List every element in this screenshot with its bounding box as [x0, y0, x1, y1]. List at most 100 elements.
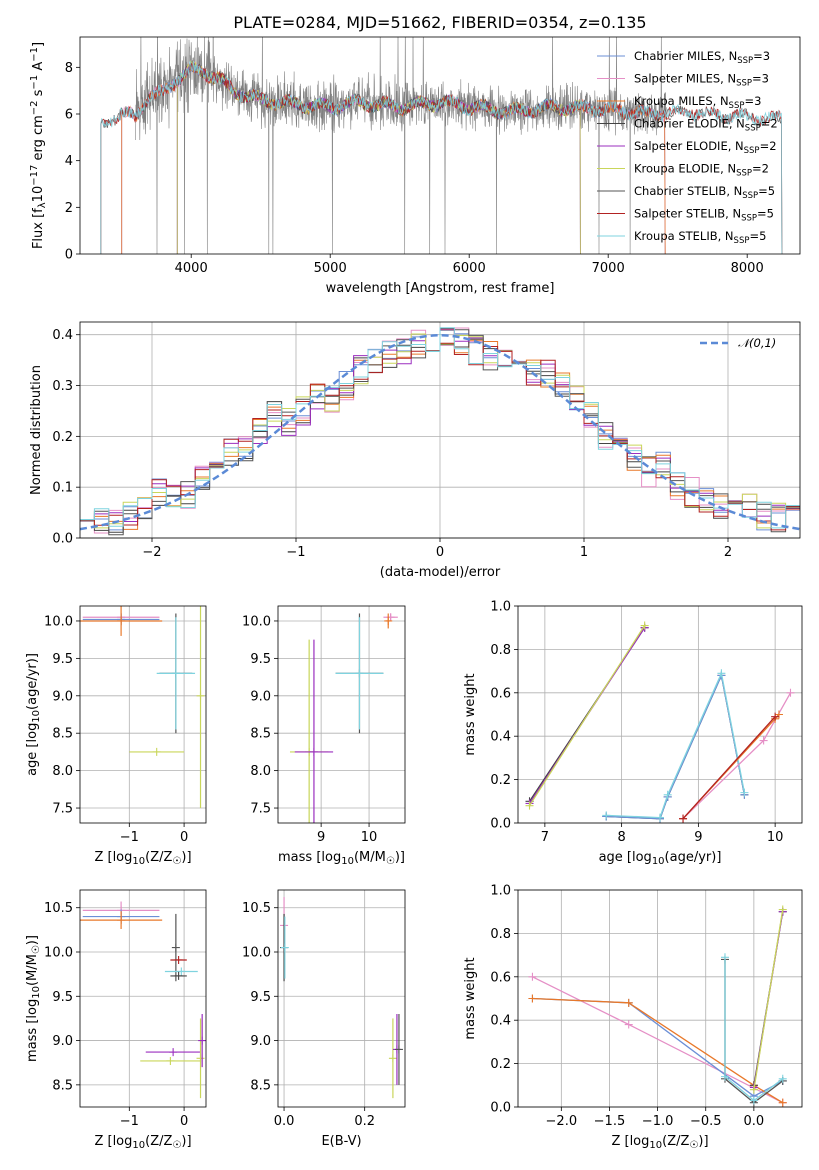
x-tick-label: 0.0: [744, 1114, 765, 1129]
model-line-kroupa-stelib: [100, 60, 783, 254]
y-tick-label: 8.5: [250, 1078, 271, 1093]
legend-label-salpeter-miles: Salpeter MILES, NSSP=3: [634, 72, 769, 89]
series-line-kroupa-miles: [532, 997, 784, 1104]
axes-frame: [79, 889, 207, 1108]
x-tick-label: −1.0: [642, 1114, 674, 1129]
legend-label-salpeter-elodie: Salpeter ELODIE, NSSP=2: [634, 139, 777, 156]
panel-massweight-vs-age: 7 8 9 10 0.0 0.2 0.4 0.6 0.8 1.0 age [log10(age/yr…: [463, 600, 803, 867]
panel-spectrum: 4000 5000 6000 7000 8000 0 2 4 6 8 Chabrier MILES,…: [29, 36, 801, 296]
point-kroupa-elodie: [166, 1056, 175, 1065]
point-chabrier-elodie: [174, 971, 183, 980]
point-kroupa-elodie: [388, 1054, 397, 1063]
plot-area: [525, 621, 795, 823]
y-tick-label: 2: [65, 201, 73, 216]
point-salpeter-stelib: [174, 955, 183, 964]
point-salpeter-miles: [759, 736, 768, 745]
y-tick-label: 8.0: [250, 764, 271, 779]
y-tick-label: 1.0: [490, 600, 511, 615]
y-tick-label: 8: [65, 61, 73, 76]
y-axis-label: Flux [fλ10−17 erg cm−2 s−1 A−1]: [29, 42, 48, 249]
y-tick-label: 9.5: [52, 990, 73, 1005]
y-tick-label: 0.3: [52, 379, 73, 394]
point-chabrier-stelib: [171, 943, 180, 952]
y-tick-label: 8.5: [52, 727, 73, 742]
point-kroupa-elodie: [640, 621, 649, 630]
series-line-salpeter-stelib: [682, 716, 776, 820]
x-tick-label: 5000: [314, 261, 347, 276]
x-tick-label: −1: [286, 545, 305, 560]
point-kroupa-stelib: [740, 788, 749, 797]
y-tick-label: 9.5: [250, 990, 271, 1005]
plot-area: [289, 613, 398, 823]
point-kroupa-stelib: [280, 943, 289, 952]
point-kroupa-stelib: [717, 669, 726, 678]
plot-area: [100, 37, 783, 254]
legend-label-normal: 𝒩(0,1): [738, 336, 776, 350]
x-tick-label: 2: [724, 545, 732, 560]
point-kroupa-stelib: [656, 813, 664, 822]
y-tick-label: 0.8: [490, 643, 511, 658]
y-axis-label: age [log10(age/yr)]: [25, 653, 42, 776]
point-salpeter-stelib: [771, 712, 780, 721]
panel-mass-vs-ebv: 0.0 0.2 8.5 9.0 9.5 10.0 10.5 E(B-V): [242, 889, 406, 1149]
plot-area: [80, 327, 800, 536]
axes-frame: [277, 605, 406, 824]
point-kroupa-elodie: [778, 905, 787, 914]
y-tick-label: 0.0: [490, 817, 511, 832]
x-tick-label: 4000: [175, 261, 208, 276]
y-tick-label: 0.0: [490, 1101, 511, 1116]
x-tick-label: 0.0: [274, 1114, 295, 1129]
point-salpeter-elodie: [309, 747, 318, 756]
x-tick-label: −1: [120, 830, 139, 845]
y-tick-label: 0.4: [52, 328, 73, 343]
legend-label-salpeter-stelib: Salpeter STELIB, NSSP=5: [634, 207, 774, 224]
series-line-kroupa-elodie: [528, 625, 646, 806]
y-tick-label: 10.0: [44, 614, 73, 629]
plot-area: [528, 905, 787, 1107]
point-salpeter-miles: [528, 972, 537, 981]
y-tick-label: 10.5: [242, 901, 271, 916]
series-line-kroupa-elodie: [753, 909, 784, 1090]
y-tick-label: 0.4: [490, 1014, 511, 1029]
y-tick-label: 0.2: [490, 773, 511, 788]
x-axis-label: Z [log10(Z/Z☉)]: [94, 850, 191, 867]
point-kroupa-stelib: [355, 669, 364, 678]
point-salpeter-elodie: [198, 1036, 206, 1045]
point-kroupa-elodie: [196, 1054, 205, 1063]
y-tick-label: 0.2: [490, 1057, 511, 1072]
y-tick-label: 8.5: [52, 1078, 73, 1093]
y-tick-label: 0.2: [52, 430, 73, 445]
y-axis-label: mass [log10(M/M☉)]: [25, 935, 42, 1062]
x-tick-label: −1.5: [594, 1114, 626, 1129]
x-tick-label: 8: [617, 830, 625, 845]
x-tick-label: 9: [317, 830, 325, 845]
point-kroupa-stelib: [171, 669, 180, 678]
y-tick-label: 9.5: [250, 652, 271, 667]
y-tick-label: 10.5: [44, 901, 73, 916]
figure-title: PLATE=0284, MJD=51662, FIBERID=0354, z=0…: [233, 13, 646, 32]
legend-label-chabrier-miles: Chabrier MILES, NSSP=3: [634, 49, 770, 66]
x-tick-label: −0.5: [690, 1114, 722, 1129]
point-kroupa-miles: [528, 994, 537, 1003]
x-axis-label: mass [log10(M/M☉)]: [278, 850, 405, 867]
point-chabrier-stelib: [394, 1045, 403, 1054]
observed-spectrum-line: [135, 37, 667, 254]
point-salpeter-miles: [786, 688, 795, 697]
y-tick-label: 8.0: [52, 764, 73, 779]
x-tick-label: 0.2: [354, 1114, 375, 1129]
point-kroupa-miles: [117, 916, 126, 925]
y-tick-label: 0.6: [490, 970, 511, 985]
panel-age-vs-z: −1 0 7.5 8.0 8.5 9.0 9.5 10.0 Z [log10(Z/Z☉)] age…: [25, 605, 207, 867]
x-tick-label: 0: [180, 1114, 188, 1129]
legend-label-kroupa-elodie: Kroupa ELODIE, NSSP=2: [634, 162, 769, 179]
y-tick-label: 4: [65, 154, 73, 169]
model-line-salpeter-stelib: [100, 62, 783, 254]
point-salpeter-miles: [624, 1020, 633, 1029]
point-kroupa-stelib: [720, 1072, 729, 1081]
y-tick-label: 9.0: [250, 689, 271, 704]
point-kroupa-miles: [384, 616, 393, 625]
y-axis-label: mass weight: [463, 673, 478, 755]
spectrum-legend: Chabrier MILES, NSSP=3 Salpeter MILES, NS…: [597, 49, 778, 246]
